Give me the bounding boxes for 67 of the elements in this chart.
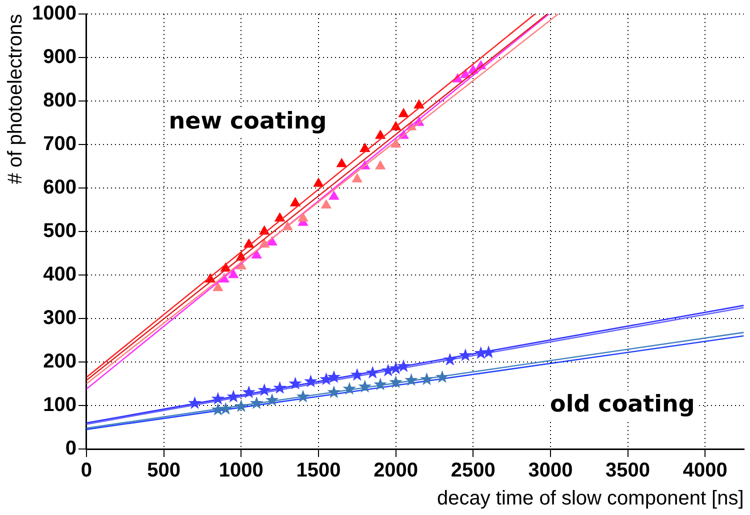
point (258, 383, 272, 396)
point (358, 380, 372, 392)
annotation: old coating (550, 391, 695, 418)
point (436, 370, 449, 383)
point (404, 373, 418, 386)
x-tick-label: 1000 (218, 460, 264, 482)
point (273, 381, 286, 394)
y-tick-label: 1000 (32, 2, 76, 25)
point (228, 269, 238, 278)
y-tick-label: 300 (43, 307, 76, 330)
point (250, 396, 264, 409)
x-tick-label: 3000 (528, 460, 573, 482)
point (381, 364, 395, 376)
point (327, 385, 341, 398)
y-tick-label: 600 (43, 176, 76, 199)
y-tick-label: 800 (43, 90, 76, 112)
y-tick-label: 0 (65, 438, 76, 460)
y-tick-label: 400 (43, 264, 76, 286)
point (443, 352, 457, 366)
point (366, 366, 380, 379)
point (188, 396, 202, 409)
x-tick-label: 2000 (374, 460, 418, 482)
point (398, 108, 408, 118)
point (290, 198, 300, 206)
point (219, 402, 232, 415)
y-tick-label: 900 (43, 46, 76, 68)
point (242, 385, 256, 398)
y-tick-label: 500 (43, 220, 76, 242)
point (374, 378, 388, 390)
point (288, 376, 302, 390)
point (350, 368, 364, 381)
point (314, 178, 324, 187)
point (396, 359, 410, 372)
y-axis-title: # of photoelectrons (4, 14, 27, 184)
point (375, 160, 386, 170)
y-tick-label: 100 (43, 394, 76, 416)
point (329, 191, 339, 200)
x-tick-label: 500 (147, 460, 181, 482)
point (304, 374, 318, 388)
x-tick-label: 1500 (296, 460, 341, 482)
point (265, 393, 279, 406)
annotation: new coating (168, 108, 327, 135)
point (327, 370, 341, 383)
point (226, 390, 240, 402)
point (320, 372, 333, 386)
point (342, 382, 356, 395)
point (298, 212, 308, 222)
point (321, 200, 332, 208)
point (213, 282, 223, 292)
y-tick-label: 200 (43, 350, 76, 373)
x-tick-label: 3500 (606, 460, 650, 482)
x-tick-label: 0 (80, 460, 92, 482)
point (211, 392, 225, 405)
point (389, 375, 402, 388)
x-tick-label: 4000 (682, 460, 728, 482)
y-tick-label: 700 (43, 133, 76, 156)
point (352, 174, 362, 182)
x-tick-label: 2500 (450, 460, 496, 482)
point (482, 345, 496, 358)
point (458, 348, 472, 362)
point (389, 362, 402, 374)
point (252, 250, 262, 259)
point (336, 158, 347, 168)
point (296, 390, 310, 402)
point (420, 372, 434, 386)
x-axis-title: decay time of slow component [ns] (436, 488, 744, 510)
point (234, 399, 248, 412)
